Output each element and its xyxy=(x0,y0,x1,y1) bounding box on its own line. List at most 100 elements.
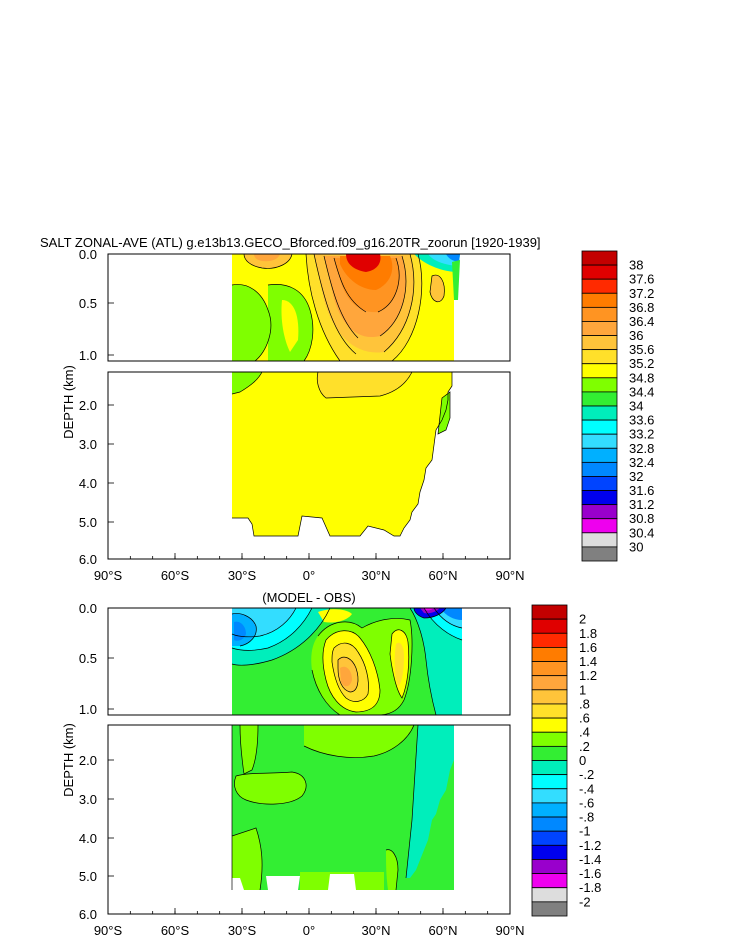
colorbar-label: -1.8 xyxy=(579,880,601,895)
colorbar-label: 1.8 xyxy=(579,626,597,641)
x-tick-label: 60°N xyxy=(428,568,457,583)
y-tick-label: 1.0 xyxy=(79,702,97,717)
colorbar-label: -.2 xyxy=(579,767,594,782)
x-tick-label: 90°N xyxy=(495,923,524,938)
y-tick-label: 1.0 xyxy=(79,348,97,363)
colorbar-swatch xyxy=(531,618,568,634)
colorbar-label: 1 xyxy=(579,682,586,697)
panel-2-y-tick-labels: 0.0 0.5 1.0 2.0 3.0 4.0 5.0 6.0 xyxy=(79,601,97,922)
y-tick-label: 4.0 xyxy=(79,476,97,491)
colorbar-swatch xyxy=(531,717,568,733)
colorbar-label: 34.4 xyxy=(629,384,654,399)
colorbar-label: 34.8 xyxy=(629,370,654,385)
difference-region-pos-1 xyxy=(340,666,352,687)
panel-2-title: (MODEL - OBS) xyxy=(262,590,355,605)
colorbar-swatch xyxy=(581,405,618,421)
colorbar-swatch xyxy=(581,433,618,449)
colorbar-label: 36.8 xyxy=(629,300,654,315)
difference-field-upper xyxy=(231,608,463,715)
colorbar-label: 36.4 xyxy=(629,314,654,329)
colorbar-swatch xyxy=(531,647,568,662)
colorbar-label: 32 xyxy=(629,469,643,484)
y-tick-label: 3.0 xyxy=(79,437,97,452)
colorbar-label: 32.4 xyxy=(629,455,654,470)
y-tick-label: 0.5 xyxy=(79,296,97,311)
colorbar-label: -.4 xyxy=(579,781,594,796)
x-tick-label: 90°S xyxy=(94,923,123,938)
colorbar-label: 33.2 xyxy=(629,427,654,442)
x-tick-label: 60°S xyxy=(161,568,190,583)
salinity-region-deep-fresh-1 xyxy=(232,372,262,394)
colorbar-swatch xyxy=(531,859,568,874)
difference-region-arctic-neg-7 xyxy=(424,608,434,611)
colorbar-swatch xyxy=(531,703,568,719)
colorbar-label: -1.2 xyxy=(579,838,601,853)
colorbar-label: 30 xyxy=(629,539,643,554)
difference-region-deep-pos-band xyxy=(232,828,263,890)
colorbar-label: 31.6 xyxy=(629,483,654,498)
y-tick-label: 0.5 xyxy=(79,651,97,666)
colorbar-label: -1 xyxy=(579,824,591,839)
colorbar-label: 0 xyxy=(579,753,586,768)
y-tick-label: 6.0 xyxy=(79,552,97,567)
salinity-region-deep-base xyxy=(232,372,452,536)
colorbar-label: 32.8 xyxy=(629,441,654,456)
difference-region-arctic-neg-1 xyxy=(410,608,462,715)
panel-1-colorbar: 3837.637.236.836.43635.635.234.834.43433… xyxy=(581,250,654,562)
colorbar-label: 35.6 xyxy=(629,342,654,357)
colorbar-label: 1.2 xyxy=(579,668,597,683)
colorbar-label: 1.4 xyxy=(579,654,597,669)
salinity-region-deep-35.2 xyxy=(317,372,412,398)
salinity-region-arctic-fresh-3 xyxy=(446,254,460,262)
colorbar-swatch xyxy=(581,447,618,463)
panel-2-ticks xyxy=(107,607,511,914)
colorbar-swatch xyxy=(531,901,568,917)
colorbar-swatch xyxy=(531,661,568,677)
difference-region-deep-base xyxy=(232,725,454,890)
colorbar-label: 2 xyxy=(579,612,586,627)
colorbar-swatch xyxy=(581,349,618,365)
x-tick-label: 60°S xyxy=(161,923,190,938)
salinity-contours-upper xyxy=(231,254,445,361)
colorbar-label: 37.2 xyxy=(629,286,654,301)
x-tick-label: 30°N xyxy=(361,923,390,938)
colorbar-swatch xyxy=(581,504,618,520)
colorbar-label: -1.6 xyxy=(579,866,601,881)
y-tick-label: 2.0 xyxy=(79,398,97,413)
colorbar-swatch xyxy=(581,321,618,336)
colorbar-swatch xyxy=(581,476,618,491)
x-tick-label: 60°N xyxy=(428,923,457,938)
panel-2-ylabel: DEPTH (km) xyxy=(61,723,76,797)
salinity-field-upper xyxy=(231,254,460,361)
colorbar-swatch xyxy=(531,760,568,776)
panel-2-colorbar: 21.81.61.41.21.8.6.4.20-.2-.4-.6-.8-1-1.… xyxy=(531,604,601,917)
colorbar-swatch xyxy=(531,830,568,846)
colorbar-swatch xyxy=(581,292,618,308)
colorbar-swatch xyxy=(531,632,568,648)
colorbar-label: .8 xyxy=(579,696,590,711)
panel-2-x-tick-labels: 90°S 60°S 30°S 0° 30°N 60°N 90°N xyxy=(94,923,525,938)
colorbar-label: 38 xyxy=(629,258,643,273)
difference-region-north-ridge-2 xyxy=(394,642,404,686)
colorbar-swatch xyxy=(531,774,568,790)
panel-1-title: SALT ZONAL-AVE (ATL) g.e13b13.GECO_Bforc… xyxy=(40,235,541,250)
salinity-region-north-patch xyxy=(430,275,445,302)
colorbar-swatch xyxy=(581,419,618,435)
colorbar-label: 37.6 xyxy=(629,272,654,287)
panel-1-ylabel: DEPTH (km) xyxy=(61,365,76,439)
difference-region-deep-pos-center xyxy=(234,772,307,805)
difference-contours-lower xyxy=(231,725,419,891)
x-tick-label: 0° xyxy=(303,923,315,938)
colorbar-label: .6 xyxy=(579,711,590,726)
difference-panel: (MODEL - OBS) xyxy=(61,590,601,938)
salinity-panel: SALT ZONAL-AVE (ATL) g.e13b13.GECO_Bforc… xyxy=(40,235,654,583)
salinity-region-north-shelf xyxy=(452,260,460,300)
difference-contours-upper xyxy=(231,608,463,715)
colorbar-label: -.8 xyxy=(579,810,594,825)
colorbar-swatch xyxy=(531,844,568,860)
difference-field-lower xyxy=(231,725,454,891)
colorbar-swatch xyxy=(531,675,568,691)
colorbar-label: 1.6 xyxy=(579,640,597,655)
salinity-region-deep-fresh-2 xyxy=(438,392,450,434)
